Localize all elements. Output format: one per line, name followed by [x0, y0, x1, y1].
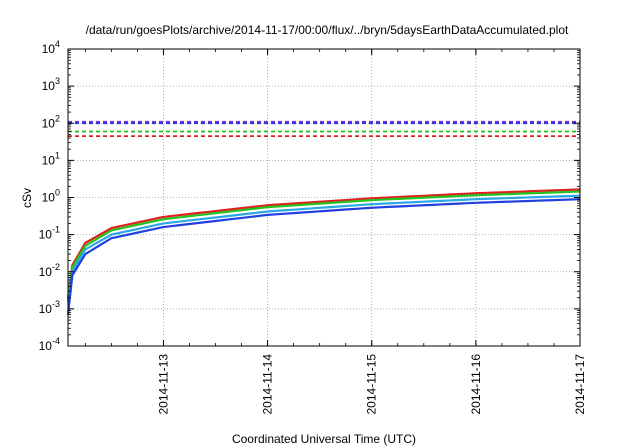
y-tick-label: 10-2 — [39, 262, 60, 279]
threshold-lines — [68, 120, 580, 138]
x-tick-label: 2014-11-16 — [469, 354, 483, 415]
y-tick-label: 100 — [42, 188, 60, 205]
x-tick-label: 2014-11-17 — [573, 354, 587, 415]
y-tick-label: 10-3 — [39, 299, 60, 316]
y-tick-exponent: 0 — [55, 188, 60, 198]
y-tick-base: 10 — [42, 153, 56, 167]
x-tick-label: 2014-11-14 — [261, 354, 275, 415]
y-tick-label: 103 — [42, 76, 60, 93]
y-tick-exponent: 4 — [55, 39, 60, 49]
y-tick-base: 10 — [39, 265, 53, 279]
x-axis: 2014-11-13 2014-11-14 2014-11-15 2014-11-16… — [84, 49, 587, 415]
chart-title: /data/run/goesPlots/archive/2014-11-17/0… — [86, 23, 569, 37]
series-line — [66, 194, 581, 303]
series-line — [66, 188, 581, 298]
x-axis-label: Coordinated Universal Time (UTC) — [232, 432, 416, 446]
y-tick-label: 10-1 — [39, 225, 60, 242]
y-tick-base: 10 — [39, 339, 53, 353]
y-tick-label: 10-4 — [39, 336, 60, 353]
y-tick-exponent: 1 — [55, 150, 60, 160]
y-tick-label: 102 — [42, 113, 60, 130]
series-line — [66, 198, 581, 315]
y-tick-exponent: -2 — [52, 262, 60, 272]
y-tick-base: 10 — [42, 42, 56, 56]
y-tick-exponent: -4 — [52, 336, 60, 346]
x-tick-label: 2014-11-15 — [365, 354, 379, 415]
y-tick-exponent: -3 — [52, 299, 60, 309]
y-tick-exponent: 2 — [55, 113, 60, 123]
series-lines — [66, 188, 581, 315]
y-tick-label: 101 — [42, 150, 60, 167]
y-tick-label: 104 — [42, 39, 60, 56]
y-tick-base: 10 — [39, 302, 53, 316]
y-axis-label: cSv — [20, 188, 34, 208]
y-tick-base: 10 — [42, 191, 56, 205]
series-line — [66, 190, 581, 300]
y-tick-base: 10 — [42, 116, 56, 130]
y-tick-exponent: 3 — [55, 76, 60, 86]
y-tick-exponent: -1 — [52, 225, 60, 235]
x-tick-label: 2014-11-13 — [156, 354, 170, 415]
y-tick-base: 10 — [42, 79, 56, 93]
y-tick-base: 10 — [39, 228, 53, 242]
